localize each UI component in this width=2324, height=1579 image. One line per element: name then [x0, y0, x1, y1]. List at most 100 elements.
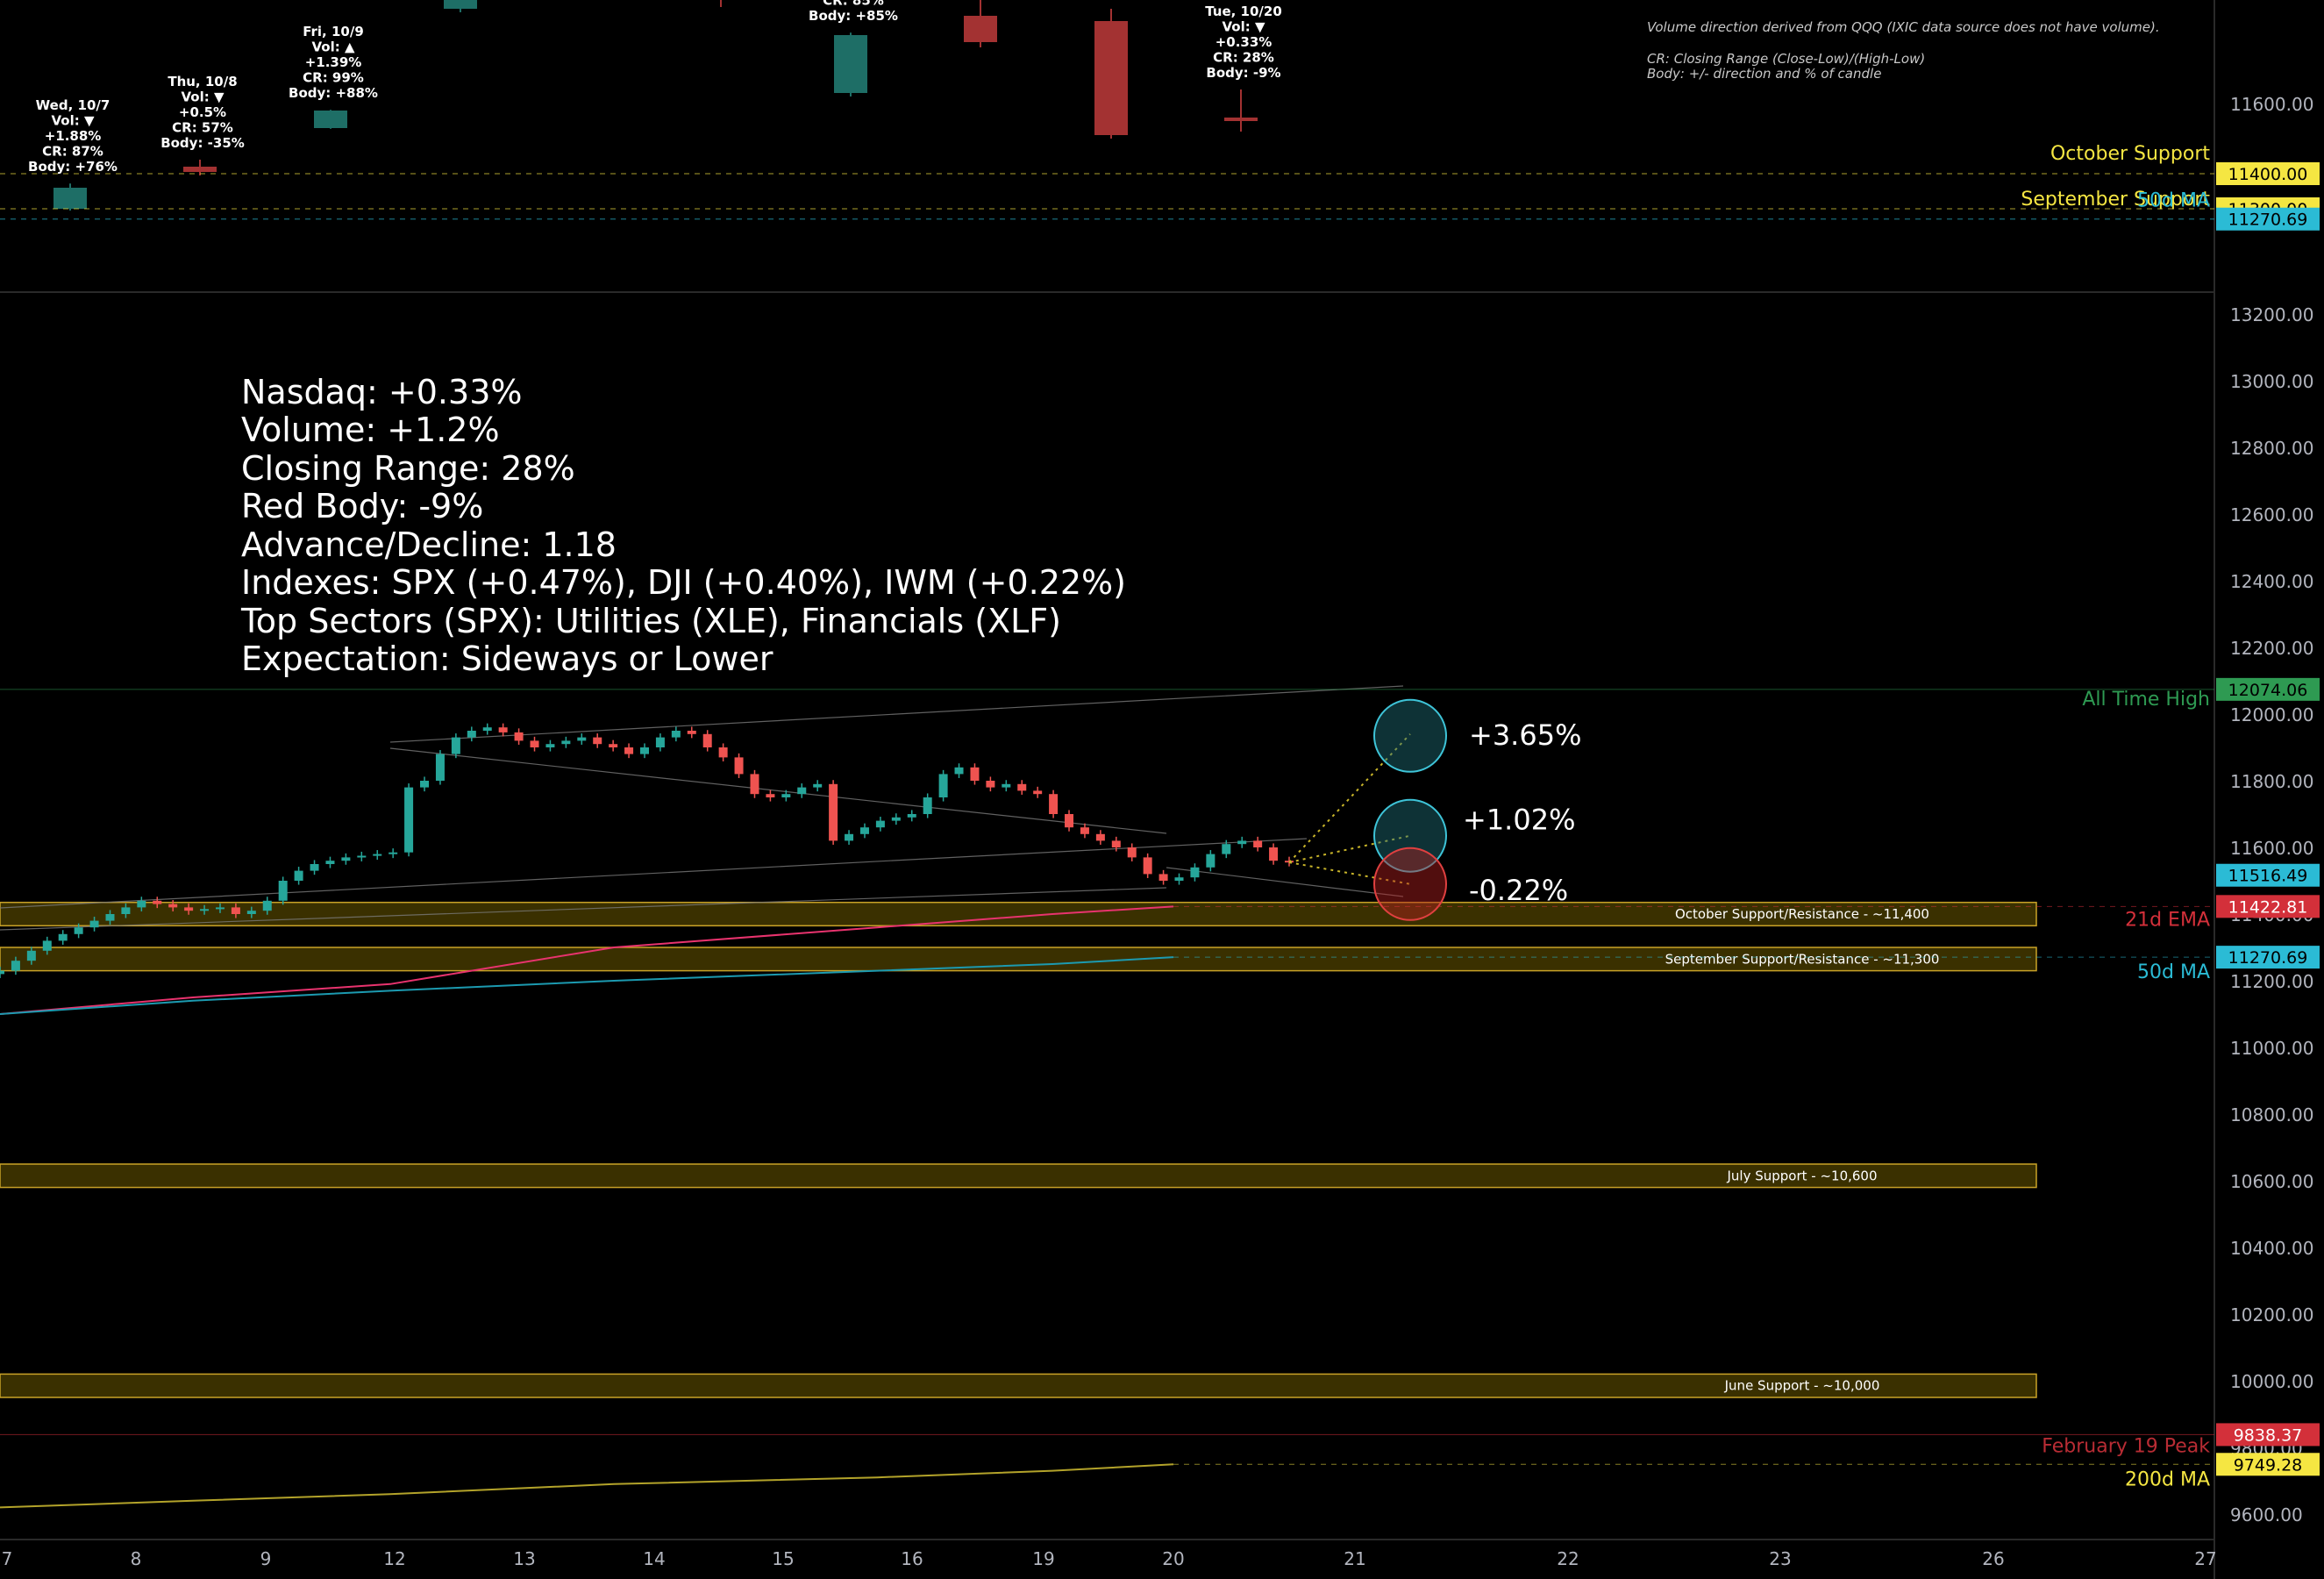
ma-line-1 — [0, 956, 1174, 1015]
summary-volume: Volume: +1.2% — [241, 411, 500, 449]
price-candle-14 — [215, 907, 225, 910]
x-tick-13: 26 — [1982, 1548, 2004, 1569]
level-price-5: 9749.28 — [2234, 1455, 2303, 1475]
x-tick-1: 8 — [131, 1548, 142, 1569]
price-candle-9 — [137, 900, 146, 908]
price-candle-53 — [829, 783, 838, 841]
price-candle-37 — [577, 737, 587, 741]
price-candle-36 — [561, 740, 571, 745]
price-candle-59 — [923, 797, 932, 814]
daily-candle-label-9-3: CR: 28% — [1213, 50, 1274, 66]
daily-candle-label-2-0: Fri, 10/9 — [303, 24, 364, 39]
trend-line-2 — [389, 747, 1167, 834]
level-price-4: 9838.37 — [2234, 1425, 2303, 1445]
summary-nasdaq: Nasdaq: +0.33% — [241, 372, 523, 411]
daily-candle-9 — [1224, 118, 1258, 121]
target-label-1: +1.02% — [1463, 804, 1575, 837]
daily-candle-label-2-3: CR: 99% — [303, 70, 364, 86]
price-candle-15 — [231, 907, 240, 914]
level-name-5: 200d MA — [2125, 1468, 2210, 1490]
daily-candle-label-1-4: Body: -35% — [160, 135, 245, 151]
price-candle-78 — [1222, 844, 1231, 854]
support-zone-3 — [0, 1373, 2037, 1398]
daily-candle-7 — [964, 16, 997, 42]
y-tick-14: 10400.00 — [2230, 1238, 2313, 1259]
note-closing-range: CR: Closing Range (Close-Low)/(High-Low) — [1647, 51, 1926, 67]
trend-line-4 — [1166, 867, 1404, 897]
top-level-tag-1 — [2216, 162, 2320, 185]
daily-candle-label-6-4: Body: +85% — [809, 8, 898, 24]
support-zone-0 — [0, 901, 2037, 927]
price-candle-7 — [105, 914, 115, 921]
grid — [0, 0, 2215, 1579]
daily-candle-label-1-3: CR: 57% — [172, 120, 233, 136]
price-candle-65 — [1017, 783, 1027, 791]
price-candle-49 — [766, 794, 775, 797]
top-level-name-3: 50d MA — [2137, 190, 2210, 212]
price-candle-79 — [1237, 840, 1247, 845]
level-price-3: 11270.69 — [2228, 948, 2308, 968]
level-price-2: 11422.81 — [2228, 897, 2308, 917]
level-name-4: February 19 Peak — [2042, 1435, 2210, 1457]
daily-candle-label-2-4: Body: +88% — [289, 85, 378, 101]
price-candle-5 — [74, 927, 83, 934]
price-candle-30 — [467, 731, 476, 738]
daily-candle-label-0-0: Wed, 10/7 — [36, 97, 110, 113]
level-name-2: 21d EMA — [2125, 909, 2210, 931]
target-circle-2 — [1373, 847, 1447, 921]
y-tick-6: 12000.00 — [2230, 704, 2313, 725]
top-y-tick-2: 11600.00 — [2230, 94, 2313, 115]
level-tag-0 — [2216, 677, 2320, 701]
summary-body: Red Body: -9% — [241, 487, 484, 525]
x-tick-12: 23 — [1769, 1548, 1791, 1569]
price-candle-54 — [845, 833, 854, 841]
price-candle-57 — [891, 817, 901, 821]
target-circle-0 — [1373, 698, 1447, 773]
daily-candle-2 — [314, 111, 347, 128]
target-path-0 — [1288, 733, 1411, 863]
summary-advance-decline: Advance/Decline: 1.18 — [241, 525, 617, 564]
level-name-0: All Time High — [2082, 689, 2210, 711]
top-level-name-2: September Support — [2021, 189, 2210, 211]
y-tick-2: 12800.00 — [2230, 438, 2313, 459]
price-candle-81 — [1269, 847, 1279, 861]
price-candle-27 — [420, 781, 430, 788]
price-candle-25 — [389, 852, 398, 854]
support-zone-label-0: October Support/Resistance - ~11,400 — [1675, 906, 1929, 922]
target-label-2: -0.22% — [1469, 874, 1568, 907]
price-candle-44 — [687, 731, 696, 734]
price-candle-12 — [184, 907, 194, 911]
y-tick-0: 13200.00 — [2230, 304, 2313, 325]
price-candle-80 — [1253, 840, 1263, 847]
y-tick-4: 12400.00 — [2230, 571, 2313, 592]
daily-candle-3 — [444, 0, 477, 9]
trend-line-0 — [389, 685, 1404, 743]
price-candle-2 — [26, 950, 36, 961]
price-candle-13 — [200, 909, 210, 911]
daily-candle-6 — [834, 35, 867, 93]
y-tick-1: 13000.00 — [2230, 371, 2313, 392]
support-zone-1 — [0, 947, 2037, 972]
support-zone-2 — [0, 1163, 2037, 1189]
price-candle-33 — [514, 732, 524, 741]
price-candle-69 — [1080, 827, 1089, 834]
price-candle-34 — [530, 740, 539, 747]
y-tick-11: 11000.00 — [2230, 1038, 2313, 1059]
price-candle-56 — [875, 820, 885, 828]
note-body: Body: +/- direction and % of candle — [1647, 66, 1882, 82]
price-candle-60 — [938, 774, 948, 797]
price-candle-51 — [797, 787, 807, 795]
y-tick-16: 10000.00 — [2230, 1371, 2313, 1392]
price-candle-75 — [1174, 877, 1184, 881]
support-zone-label-2: July Support - ~10,600 — [1726, 1168, 1877, 1183]
ma-line-2 — [0, 1463, 1174, 1509]
price-candle-45 — [702, 733, 712, 747]
summary-expectation: Expectation: Sideways or Lower — [241, 639, 773, 678]
price-candle-50 — [781, 794, 791, 797]
top-level-tag-3 — [2216, 207, 2320, 231]
price-candle-23 — [357, 855, 367, 858]
y-tick-3: 12600.00 — [2230, 504, 2313, 525]
price-candle-31 — [482, 727, 492, 731]
daily-candle-label-0-2: +1.88% — [45, 128, 102, 144]
